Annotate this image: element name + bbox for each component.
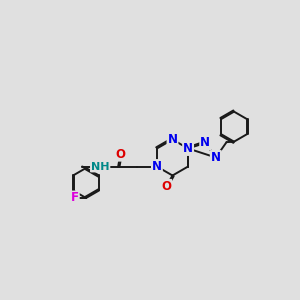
Text: N: N bbox=[167, 133, 178, 146]
Text: O: O bbox=[115, 148, 125, 161]
Text: N: N bbox=[183, 142, 193, 155]
Text: F: F bbox=[71, 191, 79, 205]
Text: O: O bbox=[161, 180, 171, 193]
Text: N: N bbox=[211, 151, 221, 164]
Text: N: N bbox=[200, 136, 210, 149]
Text: N: N bbox=[152, 160, 162, 173]
Text: NH: NH bbox=[91, 161, 110, 172]
